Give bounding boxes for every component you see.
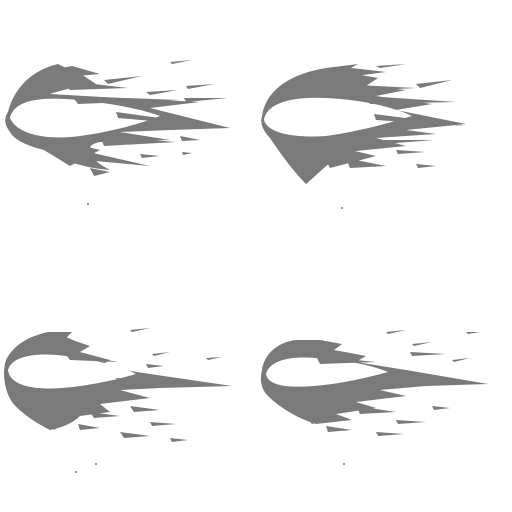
crescent-slash-icon [4,328,232,473]
crescent-slash-icon [261,64,466,209]
sprite-frame-4 [256,256,512,512]
crescent-slash-icon [5,60,232,205]
crescent-slash-icon [260,330,488,465]
sprite-frame-3 [0,256,256,512]
sprite-frame-1 [0,0,256,256]
sprite-frame-2 [256,0,512,256]
